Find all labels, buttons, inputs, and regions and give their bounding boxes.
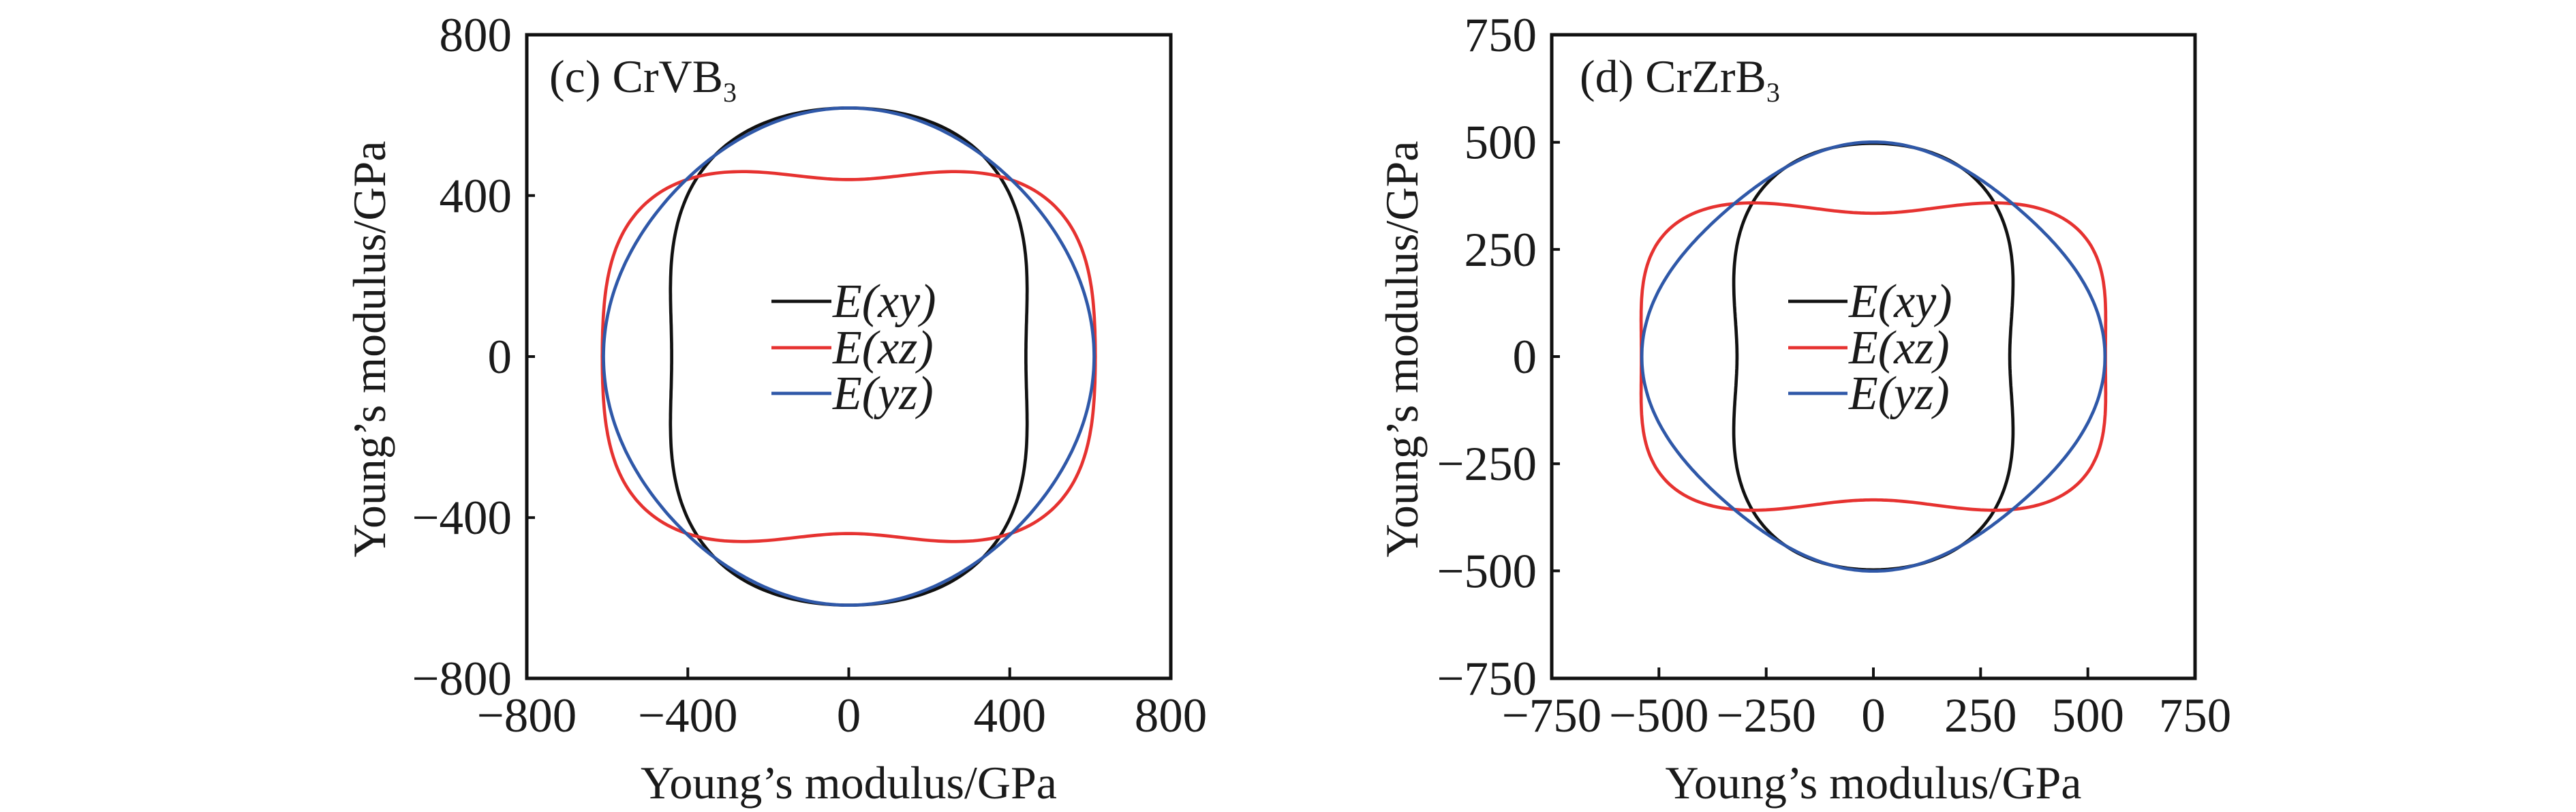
- svg-text:Young’s modulus/GPa: Young’s modulus/GPa: [343, 141, 395, 558]
- svg-text:E(xz): E(xz): [1848, 322, 1950, 374]
- svg-text:0: 0: [1861, 689, 1886, 742]
- svg-text:(d) CrZrB3: (d) CrZrB3: [1580, 50, 1780, 108]
- svg-text:250: 250: [1465, 224, 1537, 277]
- svg-text:E(yz): E(yz): [832, 367, 934, 420]
- svg-text:500: 500: [2051, 689, 2124, 742]
- svg-text:E(xy): E(xy): [1848, 275, 1952, 328]
- svg-text:−250: −250: [1437, 438, 1537, 491]
- svg-text:250: 250: [1944, 689, 2017, 742]
- svg-text:800: 800: [1135, 689, 1208, 742]
- svg-text:−750: −750: [1437, 652, 1537, 706]
- svg-text:0: 0: [488, 331, 512, 384]
- svg-text:−400: −400: [412, 492, 512, 545]
- svg-text:−800: −800: [477, 689, 577, 742]
- svg-text:E(yz): E(yz): [1848, 367, 1950, 420]
- svg-text:−400: −400: [638, 689, 738, 742]
- svg-text:Young’s modulus/GPa: Young’s modulus/GPa: [1376, 141, 1428, 558]
- svg-text:Young’s modulus/GPa: Young’s modulus/GPa: [641, 757, 1057, 809]
- svg-text:750: 750: [2159, 689, 2232, 742]
- svg-text:0: 0: [1513, 331, 1537, 384]
- svg-text:−250: −250: [1716, 689, 1816, 742]
- svg-text:E(xz): E(xz): [832, 322, 934, 374]
- svg-text:−800: −800: [412, 652, 512, 706]
- svg-text:500: 500: [1465, 117, 1537, 170]
- svg-text:(c) CrVB3: (c) CrVB3: [549, 50, 737, 108]
- svg-text:−500: −500: [1609, 689, 1709, 742]
- svg-text:400: 400: [973, 689, 1046, 742]
- svg-text:Young’s modulus/GPa: Young’s modulus/GPa: [1666, 757, 2082, 809]
- svg-text:−750: −750: [1502, 689, 1602, 742]
- svg-text:400: 400: [440, 170, 512, 223]
- svg-text:800: 800: [440, 9, 512, 62]
- svg-text:−500: −500: [1437, 545, 1537, 598]
- svg-text:0: 0: [837, 689, 861, 742]
- svg-text:E(xy): E(xy): [832, 275, 936, 328]
- svg-text:750: 750: [1465, 9, 1537, 62]
